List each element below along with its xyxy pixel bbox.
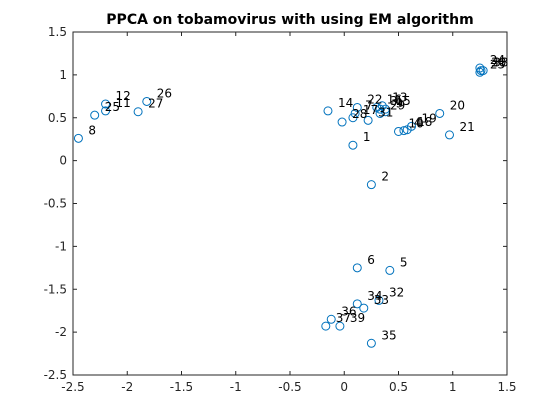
point-label-7: 7 <box>365 98 373 112</box>
point-label-5: 5 <box>400 255 408 269</box>
data-point-2 <box>366 180 376 190</box>
point-label-6: 6 <box>367 253 375 267</box>
y-tick-label: -1.5 <box>44 282 67 296</box>
data-point-12 <box>101 99 111 109</box>
point-label-33: 33 <box>374 293 389 307</box>
y-tick-label: -1 <box>55 239 67 253</box>
data-point-34 <box>352 299 362 309</box>
point-label-4: 4 <box>414 116 422 130</box>
point-label-15: 15 <box>395 94 410 108</box>
data-point-11 <box>101 106 111 116</box>
point-label-29: 29 <box>390 98 405 112</box>
data-point-36 <box>326 314 336 324</box>
point-label-37: 37 <box>336 311 351 325</box>
y-tick-label: 1.5 <box>48 25 67 39</box>
point-label-30: 30 <box>491 56 506 70</box>
data-point-8 <box>73 133 83 143</box>
y-tick-label: 0 <box>59 154 67 168</box>
data-point-4 <box>399 126 409 136</box>
data-point-20 <box>435 108 445 118</box>
data-point-33 <box>359 303 369 313</box>
data-point-15 <box>380 104 390 114</box>
data-point-19 <box>407 121 417 131</box>
data-point-37 <box>321 321 331 331</box>
data-point-30 <box>476 66 486 76</box>
data-point-21 <box>444 130 454 140</box>
data-point-10 <box>394 126 403 136</box>
x-tick-label: 1 <box>449 380 457 394</box>
data-point-17 <box>348 113 358 123</box>
data-point-25 <box>90 110 100 120</box>
point-label-13: 13 <box>392 91 407 105</box>
point-label-8: 8 <box>88 123 96 137</box>
x-tick-label: -0.5 <box>278 380 301 394</box>
point-label-17: 17 <box>363 103 378 117</box>
point-label-20: 20 <box>450 98 465 112</box>
chart-title: PPCA on tobamovirus with using EM algori… <box>106 12 473 28</box>
point-label-36: 36 <box>341 304 356 318</box>
data-point-14 <box>323 106 333 116</box>
x-tick-label: 0.5 <box>389 380 408 394</box>
y-tick-label: 0.5 <box>48 111 67 125</box>
data-point-32 <box>374 295 384 305</box>
point-label-28: 28 <box>352 107 367 121</box>
data-point-5 <box>385 265 395 275</box>
data-point-26 <box>142 96 152 106</box>
point-label-2: 2 <box>381 170 389 184</box>
point-label-14: 14 <box>338 96 353 110</box>
point-label-32: 32 <box>389 285 404 299</box>
data-point-28 <box>337 117 347 127</box>
point-label-18: 18 <box>417 115 432 129</box>
x-tick-label: -1 <box>230 380 242 394</box>
point-label-12: 12 <box>116 89 131 103</box>
y-tick-label: -0.5 <box>44 197 67 211</box>
point-label-21: 21 <box>459 120 474 134</box>
point-label-23: 23 <box>490 57 505 71</box>
data-point-29 <box>375 108 385 118</box>
axes: -2.5 -2 -1.5 -1 -0.5 0 0.5 1 1.5 -2.5 -2 -1.5 -1 -0.5… <box>44 25 517 394</box>
point-label-24: 24 <box>490 53 505 67</box>
point-label-39: 39 <box>350 311 365 325</box>
point-label-22: 22 <box>367 92 382 106</box>
point-label-3: 3 <box>390 94 398 108</box>
point-label-27: 27 <box>148 97 163 111</box>
point-label-26: 26 <box>157 86 172 100</box>
y-tick-label: 1 <box>59 68 67 82</box>
data-point-22 <box>352 102 362 112</box>
x-tick-label: -1.5 <box>170 380 193 394</box>
data-point-1 <box>348 140 358 150</box>
point-label-34: 34 <box>367 289 382 303</box>
point-label-35: 35 <box>381 328 396 342</box>
point-label-38: 38 <box>493 56 508 70</box>
data-points <box>73 63 488 348</box>
data-point-27 <box>133 107 143 117</box>
x-tick-label: -2.5 <box>61 380 84 394</box>
point-label-16: 16 <box>387 92 402 106</box>
point-label-19: 19 <box>422 111 437 125</box>
data-point-35 <box>366 338 376 348</box>
data-point-7 <box>350 108 360 118</box>
data-point-6 <box>352 263 362 273</box>
data-point-38 <box>478 66 488 76</box>
x-tick-label: 0 <box>340 380 348 394</box>
x-tick-label: -2 <box>121 380 133 394</box>
data-point-31 <box>363 115 373 125</box>
point-label-25: 25 <box>105 100 120 114</box>
plot-box <box>72 31 508 376</box>
point-label-10: 10 <box>409 116 424 130</box>
point-label-11: 11 <box>116 96 131 110</box>
point-label-31: 31 <box>378 105 393 119</box>
y-tick-label: -2 <box>55 325 67 339</box>
data-point-39 <box>335 321 345 331</box>
y-tick-label: -2.5 <box>44 368 67 382</box>
x-tick-label: 1.5 <box>497 380 516 394</box>
point-label-1: 1 <box>363 130 371 144</box>
point-label-9: 9 <box>395 97 403 111</box>
